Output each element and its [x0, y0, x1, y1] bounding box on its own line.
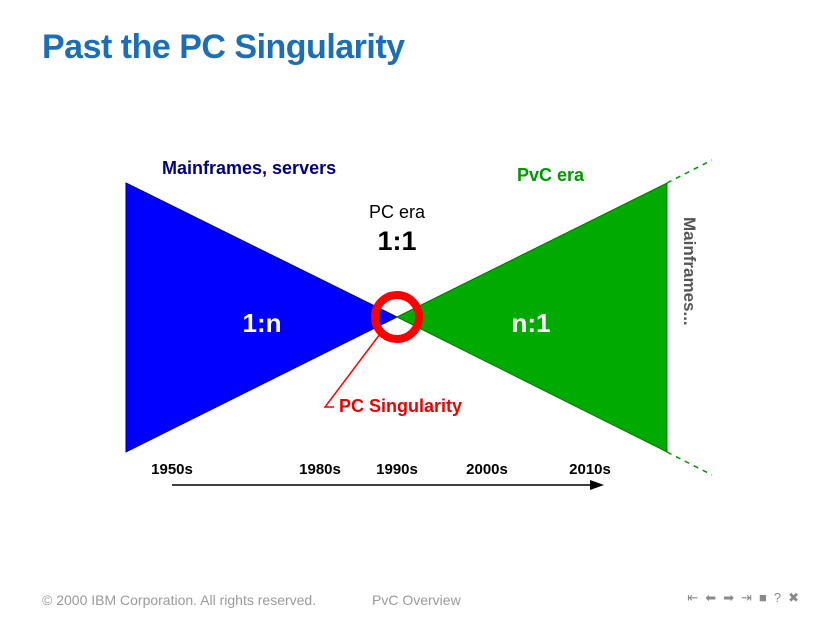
first-page-icon[interactable]: ⇤: [687, 590, 699, 605]
right-triangle: [395, 182, 668, 453]
left-ratio-label: 1:n: [243, 308, 282, 338]
footer-title: PvC Overview: [372, 592, 461, 608]
center-era-label: PC era: [369, 202, 426, 222]
singularity-pointer: [323, 333, 381, 408]
stop-icon[interactable]: ■: [759, 590, 767, 605]
help-icon[interactable]: ?: [773, 590, 782, 605]
copyright-text: © 2000 IBM Corporation. All rights reser…: [42, 592, 317, 608]
center-ratio-label: 1:1: [377, 226, 416, 256]
last-page-icon[interactable]: ⇥: [741, 590, 752, 605]
singularity-ring: [371, 291, 423, 343]
page-title: Past the PC Singularity: [42, 28, 405, 66]
timeline-label-1950s: 1950s: [151, 461, 193, 478]
left-triangle: [125, 182, 399, 453]
timeline-label-2000s: 2000s: [466, 461, 508, 478]
dashed-extension-bottom: [666, 451, 713, 476]
close-icon[interactable]: ✖: [788, 590, 799, 605]
previous-page-icon[interactable]: ⬅: [705, 590, 717, 605]
timeline-label-1990s: 1990s: [376, 461, 418, 478]
singularity-label: PC Singularity: [339, 396, 462, 416]
timeline-arrow-head: [590, 480, 604, 490]
right-ratio-label: n:1: [512, 308, 551, 338]
dashed-extension-top: [666, 159, 713, 184]
left-era-label: Mainframes, servers: [162, 158, 336, 178]
next-page-icon[interactable]: ➡: [723, 590, 735, 605]
right-era-label: PvC era: [517, 165, 585, 185]
timeline-label-1980s: 1980s: [299, 461, 341, 478]
slide-navigation: ⇤ ⬅ ➡ ⇥ ■ ? ✖: [687, 590, 799, 606]
timeline-label-2010s: 2010s: [569, 461, 611, 478]
right-edge-label: Mainframes...: [680, 217, 699, 326]
